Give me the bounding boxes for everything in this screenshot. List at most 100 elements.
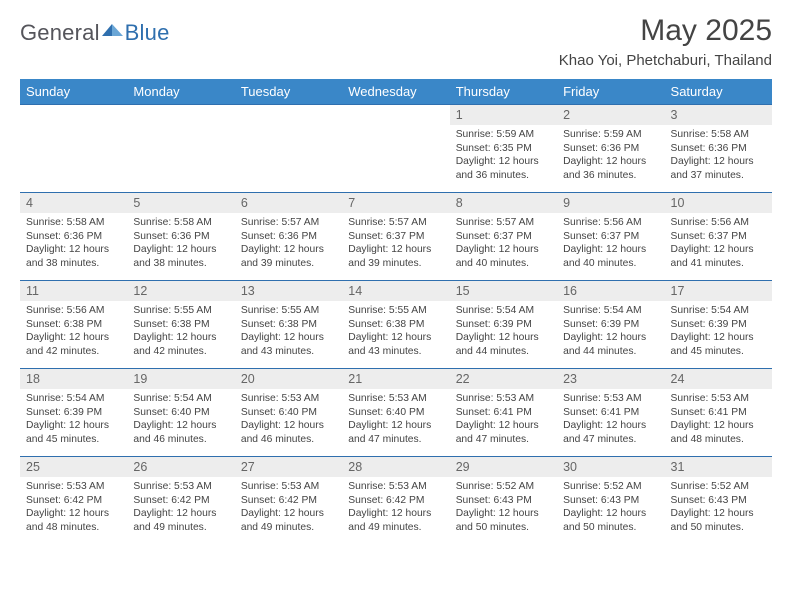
calendar-cell: 19Sunrise: 5:54 AMSunset: 6:40 PMDayligh… (127, 369, 234, 457)
day-day2: and 38 minutes. (133, 257, 228, 271)
calendar-cell: 14Sunrise: 5:55 AMSunset: 6:38 PMDayligh… (342, 281, 449, 369)
day-details: Sunrise: 5:59 AMSunset: 6:35 PMDaylight:… (450, 125, 557, 186)
calendar-week: 25Sunrise: 5:53 AMSunset: 6:42 PMDayligh… (20, 457, 772, 545)
day-day2: and 45 minutes. (26, 433, 121, 447)
day-day2: and 37 minutes. (671, 169, 766, 183)
day-sunrise: Sunrise: 5:53 AM (241, 480, 336, 494)
day-day2: and 41 minutes. (671, 257, 766, 271)
day-sunset: Sunset: 6:37 PM (671, 230, 766, 244)
day-sunset: Sunset: 6:39 PM (456, 318, 551, 332)
day-day1: Daylight: 12 hours (241, 331, 336, 345)
calendar-header-row: Sunday Monday Tuesday Wednesday Thursday… (20, 79, 772, 105)
calendar-table: Sunday Monday Tuesday Wednesday Thursday… (20, 79, 772, 545)
day-details: Sunrise: 5:52 AMSunset: 6:43 PMDaylight:… (557, 477, 664, 538)
day-sunrise: Sunrise: 5:55 AM (133, 304, 228, 318)
day-details: Sunrise: 5:57 AMSunset: 6:37 PMDaylight:… (450, 213, 557, 274)
calendar-cell: 4Sunrise: 5:58 AMSunset: 6:36 PMDaylight… (20, 193, 127, 281)
day-details: Sunrise: 5:53 AMSunset: 6:42 PMDaylight:… (127, 477, 234, 538)
day-details: Sunrise: 5:53 AMSunset: 6:40 PMDaylight:… (235, 389, 342, 450)
day-sunrise: Sunrise: 5:56 AM (671, 216, 766, 230)
calendar-cell: 29Sunrise: 5:52 AMSunset: 6:43 PMDayligh… (450, 457, 557, 545)
day-number: 1 (450, 105, 557, 125)
calendar-cell: 1Sunrise: 5:59 AMSunset: 6:35 PMDaylight… (450, 105, 557, 193)
day-number (235, 105, 342, 125)
day-sunrise: Sunrise: 5:52 AM (671, 480, 766, 494)
day-details: Sunrise: 5:58 AMSunset: 6:36 PMDaylight:… (665, 125, 772, 186)
day-number: 3 (665, 105, 772, 125)
day-sunrise: Sunrise: 5:54 AM (26, 392, 121, 406)
calendar-cell (235, 105, 342, 193)
day-number: 12 (127, 281, 234, 301)
col-friday: Friday (557, 79, 664, 105)
day-details: Sunrise: 5:53 AMSunset: 6:41 PMDaylight:… (450, 389, 557, 450)
day-sunrise: Sunrise: 5:57 AM (241, 216, 336, 230)
day-sunrise: Sunrise: 5:53 AM (241, 392, 336, 406)
calendar-cell: 9Sunrise: 5:56 AMSunset: 6:37 PMDaylight… (557, 193, 664, 281)
day-day1: Daylight: 12 hours (456, 155, 551, 169)
day-day2: and 47 minutes. (563, 433, 658, 447)
day-day1: Daylight: 12 hours (133, 419, 228, 433)
day-sunset: Sunset: 6:37 PM (456, 230, 551, 244)
day-details: Sunrise: 5:57 AMSunset: 6:37 PMDaylight:… (342, 213, 449, 274)
day-sunrise: Sunrise: 5:52 AM (456, 480, 551, 494)
day-day1: Daylight: 12 hours (563, 331, 658, 345)
day-number: 16 (557, 281, 664, 301)
calendar-week: 18Sunrise: 5:54 AMSunset: 6:39 PMDayligh… (20, 369, 772, 457)
day-sunrise: Sunrise: 5:57 AM (348, 216, 443, 230)
calendar-cell: 7Sunrise: 5:57 AMSunset: 6:37 PMDaylight… (342, 193, 449, 281)
day-sunrise: Sunrise: 5:53 AM (348, 480, 443, 494)
day-day1: Daylight: 12 hours (456, 331, 551, 345)
day-day2: and 42 minutes. (26, 345, 121, 359)
day-sunset: Sunset: 6:39 PM (26, 406, 121, 420)
day-details: Sunrise: 5:54 AMSunset: 6:39 PMDaylight:… (665, 301, 772, 362)
day-sunset: Sunset: 6:43 PM (563, 494, 658, 508)
day-day2: and 44 minutes. (563, 345, 658, 359)
day-day1: Daylight: 12 hours (133, 243, 228, 257)
day-day1: Daylight: 12 hours (563, 419, 658, 433)
day-details: Sunrise: 5:55 AMSunset: 6:38 PMDaylight:… (127, 301, 234, 362)
day-day1: Daylight: 12 hours (348, 243, 443, 257)
calendar-cell: 16Sunrise: 5:54 AMSunset: 6:39 PMDayligh… (557, 281, 664, 369)
day-number: 17 (665, 281, 772, 301)
day-day2: and 49 minutes. (133, 521, 228, 535)
day-day1: Daylight: 12 hours (671, 243, 766, 257)
page-subtitle: Khao Yoi, Phetchaburi, Thailand (559, 52, 772, 69)
day-details: Sunrise: 5:53 AMSunset: 6:40 PMDaylight:… (342, 389, 449, 450)
calendar-page: { "logo": { "word1": "General", "word2":… (0, 0, 792, 612)
day-sunset: Sunset: 6:42 PM (348, 494, 443, 508)
day-details: Sunrise: 5:56 AMSunset: 6:37 PMDaylight:… (557, 213, 664, 274)
calendar-cell: 21Sunrise: 5:53 AMSunset: 6:40 PMDayligh… (342, 369, 449, 457)
calendar-cell: 13Sunrise: 5:55 AMSunset: 6:38 PMDayligh… (235, 281, 342, 369)
day-day2: and 49 minutes. (241, 521, 336, 535)
logo: General Blue (20, 20, 170, 46)
day-sunset: Sunset: 6:42 PM (26, 494, 121, 508)
day-number: 26 (127, 457, 234, 477)
calendar-cell: 24Sunrise: 5:53 AMSunset: 6:41 PMDayligh… (665, 369, 772, 457)
day-number (20, 105, 127, 125)
day-day1: Daylight: 12 hours (671, 331, 766, 345)
calendar-cell: 25Sunrise: 5:53 AMSunset: 6:42 PMDayligh… (20, 457, 127, 545)
day-number: 29 (450, 457, 557, 477)
day-details: Sunrise: 5:54 AMSunset: 6:39 PMDaylight:… (557, 301, 664, 362)
day-number: 25 (20, 457, 127, 477)
day-details: Sunrise: 5:53 AMSunset: 6:42 PMDaylight:… (235, 477, 342, 538)
col-thursday: Thursday (450, 79, 557, 105)
day-day1: Daylight: 12 hours (671, 507, 766, 521)
day-number: 5 (127, 193, 234, 213)
day-day2: and 39 minutes. (348, 257, 443, 271)
calendar-cell: 28Sunrise: 5:53 AMSunset: 6:42 PMDayligh… (342, 457, 449, 545)
day-sunrise: Sunrise: 5:58 AM (133, 216, 228, 230)
calendar-week: 4Sunrise: 5:58 AMSunset: 6:36 PMDaylight… (20, 193, 772, 281)
day-day1: Daylight: 12 hours (241, 243, 336, 257)
day-day1: Daylight: 12 hours (241, 507, 336, 521)
day-sunrise: Sunrise: 5:54 AM (671, 304, 766, 318)
day-sunset: Sunset: 6:41 PM (456, 406, 551, 420)
day-sunset: Sunset: 6:39 PM (671, 318, 766, 332)
day-day1: Daylight: 12 hours (456, 419, 551, 433)
day-day2: and 48 minutes. (26, 521, 121, 535)
day-day2: and 44 minutes. (456, 345, 551, 359)
day-sunrise: Sunrise: 5:58 AM (26, 216, 121, 230)
day-number: 27 (235, 457, 342, 477)
page-title: May 2025 (559, 14, 772, 48)
day-details: Sunrise: 5:53 AMSunset: 6:42 PMDaylight:… (20, 477, 127, 538)
